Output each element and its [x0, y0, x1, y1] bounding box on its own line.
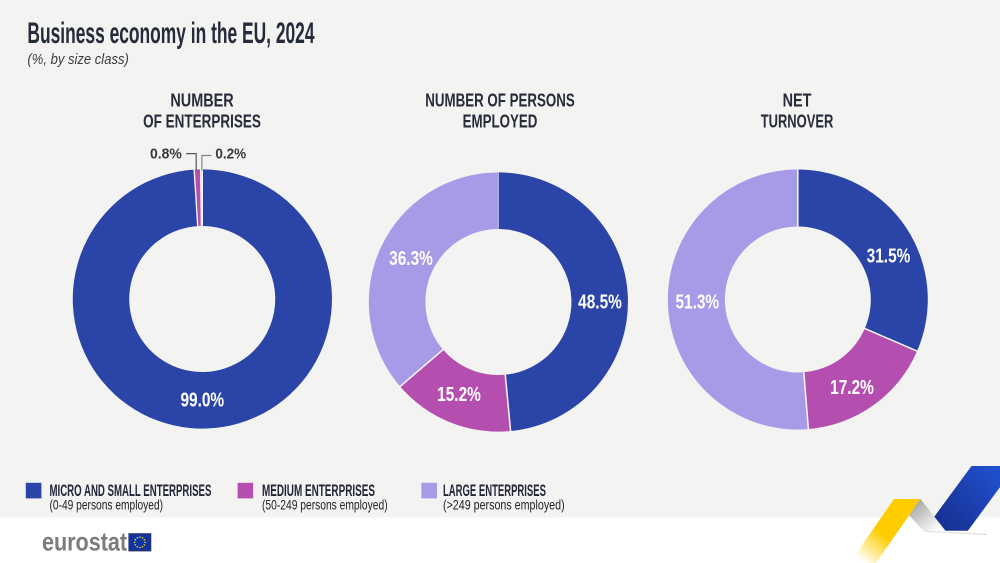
- svg-text:36.3%: 36.3%: [389, 247, 433, 269]
- svg-text:LARGE ENTERPRISES: LARGE ENTERPRISES: [443, 481, 546, 500]
- svg-text:31.5%: 31.5%: [867, 245, 911, 267]
- svg-text:(50-249 persons employed): (50-249 persons employed): [262, 497, 388, 513]
- svg-text:0.8%: 0.8%: [150, 146, 182, 163]
- svg-text:EMPLOYED: EMPLOYED: [463, 111, 538, 132]
- svg-text:OF ENTERPRISES: OF ENTERPRISES: [143, 111, 261, 132]
- svg-text:(0-49 persons employed): (0-49 persons employed): [50, 497, 164, 513]
- svg-text:15.2%: 15.2%: [437, 383, 481, 405]
- svg-text:51.3%: 51.3%: [675, 291, 719, 313]
- svg-text:NET: NET: [783, 90, 812, 111]
- svg-text:MEDIUM ENTERPRISES: MEDIUM ENTERPRISES: [262, 480, 375, 500]
- svg-text:99.0%: 99.0%: [180, 388, 224, 410]
- svg-text:0.2%: 0.2%: [215, 146, 246, 163]
- svg-text:Business economy in the EU, 20: Business economy in the EU, 2024: [27, 17, 314, 50]
- svg-text:NUMBER OF PERSONS: NUMBER OF PERSONS: [425, 91, 575, 112]
- svg-text:NUMBER: NUMBER: [170, 90, 233, 111]
- svg-text:17.2%: 17.2%: [830, 376, 874, 398]
- svg-text:48.5%: 48.5%: [578, 291, 622, 313]
- svg-text:eurostat: eurostat: [42, 528, 127, 557]
- svg-text:TURNOVER: TURNOVER: [761, 112, 834, 132]
- svg-text:(%, by size class): (%, by size class): [27, 50, 128, 67]
- svg-text:MICRO AND SMALL ENTERPRISES: MICRO AND SMALL ENTERPRISES: [50, 480, 212, 500]
- svg-text:(>249 persons employed): (>249 persons employed): [443, 497, 565, 513]
